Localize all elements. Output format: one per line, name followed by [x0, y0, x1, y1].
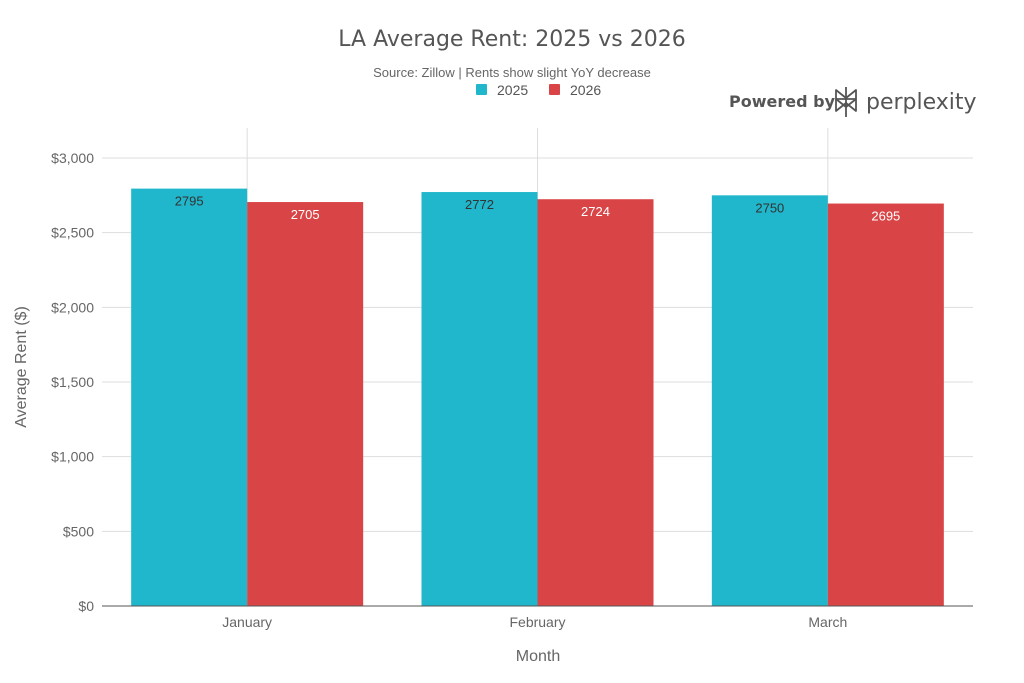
x-tick-label: March: [808, 614, 847, 630]
y-tick-label: $3,000: [51, 150, 94, 166]
brand-name: perplexity: [866, 90, 977, 115]
data-label-2025-march: 2750: [755, 200, 784, 215]
data-label-2026-february: 2724: [581, 204, 610, 219]
legend-label-2025: 2025: [497, 82, 528, 98]
chart-title: LA Average Rent: 2025 vs 2026: [338, 27, 685, 52]
legend-swatch-2025: [476, 84, 487, 95]
axes: $0 $500 $1,000 $1,500 $2,000 $2,500 $3,000 Janu…: [51, 150, 973, 630]
legend: 2025 2026: [476, 82, 601, 98]
bar-2025-january: [131, 188, 248, 606]
powered-by-label: Powered by: [729, 92, 836, 111]
y-tick-label: $1,500: [51, 374, 94, 390]
data-labels: 2795 2772 2750 2705 2724 2695: [175, 194, 901, 224]
y-axis-title: Average Rent ($): [13, 306, 30, 428]
y-tick-label: $500: [63, 523, 94, 539]
branding: Powered by perplexity: [729, 87, 977, 117]
y-tick-label: $1,000: [51, 449, 94, 465]
y-tick-label: $2,500: [51, 225, 94, 241]
x-tick-label: January: [222, 614, 272, 630]
data-label-2025-january: 2795: [175, 194, 204, 209]
legend-label-2026: 2026: [570, 82, 601, 98]
data-label-2026-march: 2695: [871, 209, 900, 224]
bar-2025-february: [421, 192, 538, 606]
y-tick-label: $2,000: [51, 299, 94, 315]
bar-2026-march: [827, 203, 944, 606]
data-label-2026-january: 2705: [291, 207, 320, 222]
chart-subtitle: Source: Zillow | Rents show slight YoY d…: [373, 65, 651, 80]
bar-2026-january: [247, 202, 364, 606]
legend-swatch-2026: [549, 84, 560, 95]
bars: [131, 188, 944, 607]
bar-2025-march: [711, 195, 828, 607]
data-label-2025-february: 2772: [465, 197, 494, 212]
y-tick-label: $0: [78, 598, 94, 614]
x-axis-title: Month: [516, 648, 560, 665]
bar-2026-february: [537, 199, 654, 606]
perplexity-logo-icon: [835, 87, 857, 117]
x-tick-label: February: [509, 614, 565, 630]
